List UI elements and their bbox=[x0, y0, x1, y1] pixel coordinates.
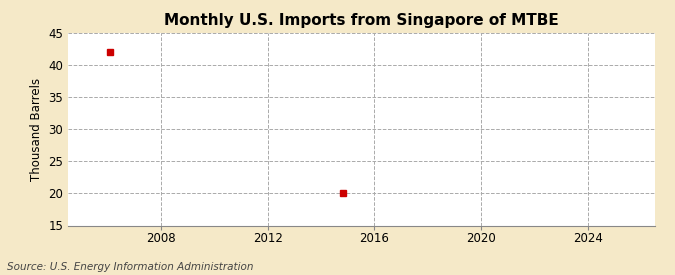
Title: Monthly U.S. Imports from Singapore of MTBE: Monthly U.S. Imports from Singapore of M… bbox=[164, 13, 558, 28]
Text: Source: U.S. Energy Information Administration: Source: U.S. Energy Information Administ… bbox=[7, 262, 253, 272]
Y-axis label: Thousand Barrels: Thousand Barrels bbox=[30, 78, 43, 181]
